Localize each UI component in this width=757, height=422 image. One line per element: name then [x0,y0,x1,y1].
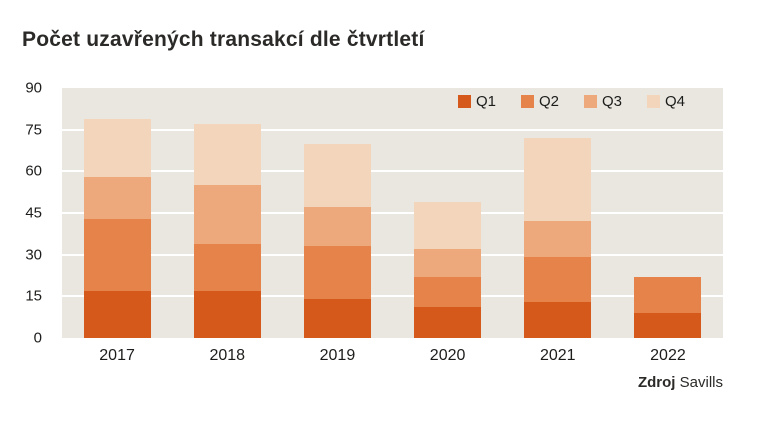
source-label: Zdroj [637,374,676,391]
gridline-15 [62,295,723,298]
bar-slot-2020 [393,88,503,338]
gridline-60 [62,170,723,173]
plot-area: Q1 Q2 Q3 Q4 [62,88,723,338]
y-tick-label-15: 15 [25,287,42,305]
bar-2021 [524,88,592,338]
x-tick-label-2022: 2022 [650,347,686,364]
legend-item-Q2: Q2 [520,93,559,110]
bar-segment-2017-Q4 [83,118,151,177]
bar-slot-2018 [172,88,282,338]
legend-swatch-Q4 [646,95,660,108]
gridline-75 [62,128,723,131]
gridline-30 [62,253,723,256]
bar-2017 [83,88,151,338]
bar-segment-2018-Q3 [193,185,261,244]
source-value: Savills [679,374,723,391]
bar-segment-2018-Q2 [193,243,261,291]
x-tick-label-2021: 2021 [539,347,576,364]
gridline-45 [62,212,723,214]
bar-segment-2021-Q2 [524,257,592,302]
legend-item-Q4: Q4 [646,93,685,110]
bar-slot-2019 [282,88,392,338]
bar-segment-2017-Q2 [83,218,151,291]
legend-item-Q3: Q3 [583,93,622,110]
bar-slot-2021 [503,88,613,338]
chart-title: Počet uzavřených transakcí dle čtvrtletí [22,28,425,51]
bar-segment-2022-Q2 [634,276,702,313]
bar-segment-2018-Q4 [193,124,261,186]
x-tick-label-2019: 2019 [319,347,356,364]
x-axis: 2017 2018 2019 2020 2021 2022 [62,347,723,365]
legend-swatch-Q3 [583,95,597,108]
y-tick-label-60: 60 [25,162,42,180]
legend: Q1 Q2 Q3 Q4 [457,93,685,110]
bar-slot-2022 [613,88,723,338]
bar-segment-2020-Q4 [414,201,482,250]
bar-segment-2019-Q2 [303,246,371,300]
bar-segment-2019-Q3 [303,207,371,247]
legend-swatch-Q2 [520,95,534,108]
bar-segment-2021-Q3 [524,221,592,258]
bar-segment-2017-Q1 [83,290,151,338]
bar-segment-2019-Q1 [303,299,371,338]
bar-2018 [193,88,261,338]
x-tick-label-2020: 2020 [429,347,466,364]
legend-swatch-Q1 [457,95,471,108]
bar-slot-2017 [62,88,172,338]
y-tick-label-30: 30 [25,246,42,264]
y-tick-label-90: 90 [25,79,42,97]
x-tick-label-2017: 2017 [99,347,135,364]
legend-label-Q3: Q3 [601,93,622,110]
bar-segment-2018-Q1 [193,290,261,338]
bar-segment-2022-Q1 [634,313,702,338]
legend-label-Q1: Q1 [475,93,496,110]
bar-2019 [303,88,371,338]
y-tick-label-45: 45 [25,204,42,222]
legend-item-Q1: Q1 [457,93,496,110]
x-tick-label-2018: 2018 [209,347,246,364]
bar-segment-2021-Q1 [524,301,592,338]
bar-2022 [634,88,702,338]
bar-segment-2020-Q2 [414,276,482,308]
bars-layer [62,88,723,338]
y-tick-label-75: 75 [25,121,42,139]
bar-segment-2021-Q4 [524,138,592,222]
legend-label-Q4: Q4 [664,93,685,110]
y-axis: 0 15 30 45 60 75 90 [0,81,52,346]
legend-label-Q2: Q2 [538,93,559,110]
gridlines [62,88,723,338]
bar-segment-2020-Q1 [414,307,482,338]
bar-segment-2019-Q4 [303,143,371,208]
bar-segment-2017-Q3 [83,176,151,219]
source-note: Zdroj Savills [638,374,723,391]
bar-2020 [414,88,482,338]
bar-segment-2020-Q3 [414,249,482,277]
y-tick-label-0: 0 [33,329,42,347]
